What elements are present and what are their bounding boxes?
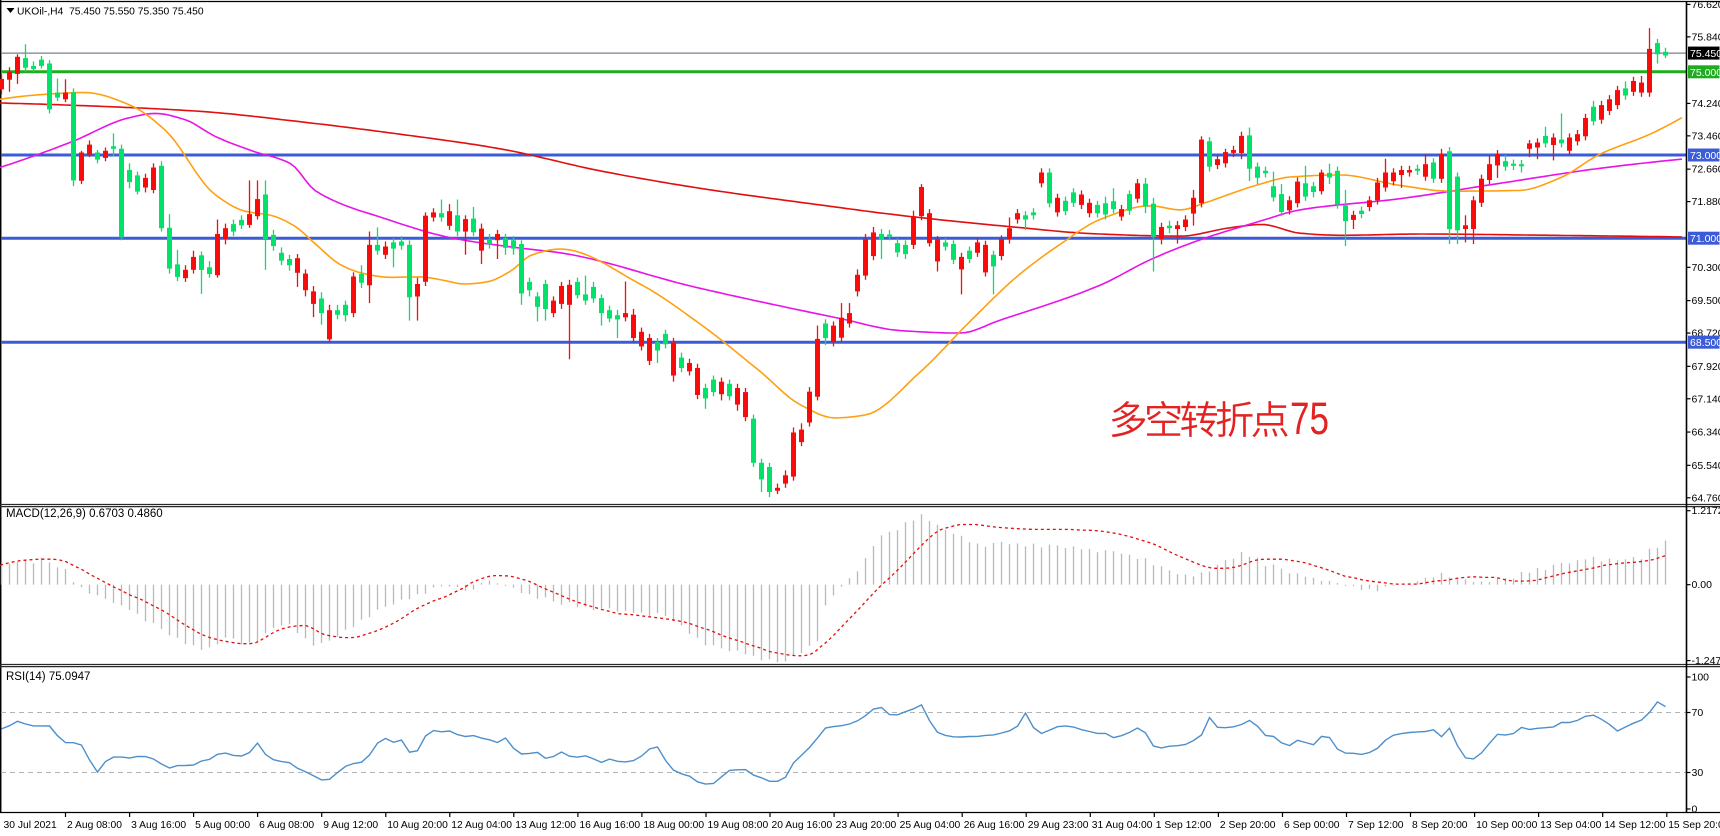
svg-text:1.2172: 1.2172 (1692, 505, 1720, 517)
svg-text:29 Aug 23:00: 29 Aug 23:00 (1028, 820, 1089, 831)
svg-text:MACD(12,26,9) 0.6703 0.4860: MACD(12,26,9) 0.6703 0.4860 (6, 508, 163, 520)
svg-text:5 Aug 00:00: 5 Aug 00:00 (195, 820, 250, 831)
svg-text:74.240: 74.240 (1692, 98, 1720, 110)
svg-text:69.500: 69.500 (1692, 295, 1720, 307)
svg-text:71.000: 71.000 (1690, 233, 1720, 245)
svg-text:31 Aug 04:00: 31 Aug 04:00 (1092, 820, 1153, 831)
svg-text:75.450: 75.450 (1690, 48, 1720, 60)
svg-text:0.00: 0.00 (1692, 579, 1713, 591)
svg-text:6 Aug 08:00: 6 Aug 08:00 (259, 820, 314, 831)
svg-text:0: 0 (1692, 804, 1698, 816)
svg-text:15 Sep 20:00: 15 Sep 20:00 (1668, 820, 1720, 831)
svg-text:RSI(14) 75.0947: RSI(14) 75.0947 (6, 671, 90, 683)
svg-text:6 Sep 00:00: 6 Sep 00:00 (1284, 820, 1340, 831)
svg-text:7 Sep 12:00: 7 Sep 12:00 (1348, 820, 1404, 831)
svg-text:-1.2479: -1.2479 (1692, 655, 1720, 667)
svg-text:8 Sep 20:00: 8 Sep 20:00 (1412, 820, 1468, 831)
svg-text:9 Aug 12:00: 9 Aug 12:00 (323, 820, 378, 831)
svg-text:70: 70 (1692, 707, 1704, 719)
svg-text:66.340: 66.340 (1692, 427, 1720, 439)
svg-text:26 Aug 16:00: 26 Aug 16:00 (964, 820, 1025, 831)
svg-text:68.500: 68.500 (1690, 337, 1720, 349)
svg-text:23 Aug 20:00: 23 Aug 20:00 (836, 820, 897, 831)
svg-text:20 Aug 16:00: 20 Aug 16:00 (772, 820, 833, 831)
svg-text:1 Sep 12:00: 1 Sep 12:00 (1156, 820, 1212, 831)
svg-text:75.840: 75.840 (1692, 31, 1720, 43)
svg-text:2 Aug 08:00: 2 Aug 08:00 (67, 820, 122, 831)
svg-text:100: 100 (1692, 672, 1710, 684)
svg-text:13 Sep 04:00: 13 Sep 04:00 (1540, 820, 1602, 831)
svg-text:73.000: 73.000 (1690, 150, 1720, 162)
svg-text:67.140: 67.140 (1692, 393, 1720, 405)
svg-text:76.620: 76.620 (1692, 0, 1720, 11)
svg-text:2 Sep 20:00: 2 Sep 20:00 (1220, 820, 1276, 831)
svg-text:25 Aug 04:00: 25 Aug 04:00 (900, 820, 961, 831)
svg-text:64.760: 64.760 (1692, 492, 1720, 504)
svg-text:71.880: 71.880 (1692, 196, 1720, 208)
svg-text:75.000: 75.000 (1690, 67, 1720, 79)
svg-text:18 Aug 00:00: 18 Aug 00:00 (643, 820, 704, 831)
svg-text:10 Sep 00:00: 10 Sep 00:00 (1476, 820, 1538, 831)
svg-text:19 Aug 08:00: 19 Aug 08:00 (708, 820, 769, 831)
svg-text:3 Aug 16:00: 3 Aug 16:00 (131, 820, 186, 831)
svg-text:70.300: 70.300 (1692, 262, 1720, 274)
svg-text:13 Aug 12:00: 13 Aug 12:00 (515, 820, 576, 831)
svg-text:16 Aug 16:00: 16 Aug 16:00 (579, 820, 640, 831)
svg-text:75: 75 (1290, 393, 1329, 444)
svg-text:12 Aug 04:00: 12 Aug 04:00 (451, 820, 512, 831)
svg-text:73.460: 73.460 (1692, 130, 1720, 142)
svg-text:30 Jul 2021: 30 Jul 2021 (4, 820, 58, 831)
svg-text:65.540: 65.540 (1692, 460, 1720, 472)
svg-text:72.660: 72.660 (1692, 164, 1720, 176)
svg-text:30: 30 (1692, 767, 1704, 779)
svg-text:10 Aug 20:00: 10 Aug 20:00 (387, 820, 448, 831)
svg-text:UKOil-,H4 75.450 75.550 75.35: UKOil-,H4 75.450 75.550 75.350 75.450 (17, 7, 204, 18)
svg-text:14 Sep 12:00: 14 Sep 12:00 (1604, 820, 1666, 831)
svg-text:67.920: 67.920 (1692, 361, 1720, 373)
